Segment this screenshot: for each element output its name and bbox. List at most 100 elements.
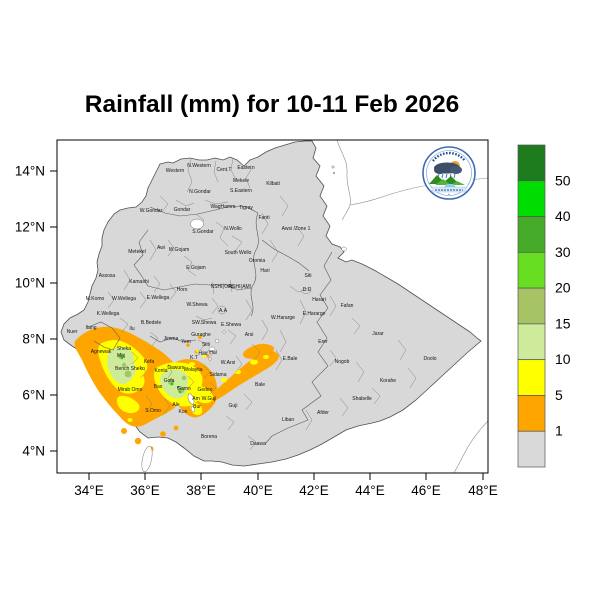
legend-value: 5 [555, 387, 563, 403]
mountains-icon [429, 175, 465, 185]
legend-band [517, 430, 546, 468]
x-tick-label: 46°E [411, 483, 440, 498]
legend-band [517, 323, 546, 361]
region-label: Gofa [164, 378, 175, 384]
region-label: Tigray [239, 205, 253, 211]
region-label: Mirab Omo [118, 387, 143, 393]
region-label: Awsi /Zone 1 [282, 226, 311, 232]
legend-band [517, 287, 546, 325]
x-tick-label: 42°E [299, 483, 328, 498]
region-label: W.Shewa [186, 302, 207, 308]
legend-value: 30 [555, 244, 571, 260]
region-label: Siti [305, 273, 312, 279]
region-label: S.Omo [145, 408, 161, 414]
region-label: Wolayita [183, 367, 202, 373]
x-tick-label: 38°E [186, 483, 215, 498]
region-label: M.Komo [86, 296, 105, 302]
legend-band [517, 251, 546, 289]
region-label: Guji [229, 403, 238, 409]
legend-value: 15 [555, 315, 571, 331]
region-label: Harari [312, 297, 326, 303]
region-label: Gamo [177, 386, 191, 392]
region-label: Kefa [144, 359, 155, 365]
region-label: Nuer [67, 329, 78, 335]
region-label: Oromia [249, 258, 266, 264]
region-label: Shabelle [352, 396, 372, 402]
region-label: Ilu [129, 326, 135, 332]
region-label: E.Gojam [186, 265, 205, 271]
regional-borders [87, 205, 333, 445]
map-frame [56, 139, 489, 474]
region-label: E.Hararge [303, 311, 326, 317]
region-label: A.A [219, 308, 228, 314]
x-tick-label: 40°E [243, 483, 272, 498]
legend-band [517, 216, 546, 253]
legend-value: 50 [555, 172, 571, 188]
region-label: Itang [85, 325, 96, 331]
region-label: Kamashi [129, 279, 148, 285]
y-tick-label: 14°N [15, 164, 45, 179]
region-label: Cent.T [216, 167, 231, 173]
cloud-icon [434, 162, 462, 174]
region-label: Had [198, 351, 207, 357]
region-label: Afder [317, 410, 329, 416]
region-label: W.Hararge [271, 315, 295, 321]
region-label: Sheka [117, 346, 131, 352]
region-label: Liban [282, 417, 294, 423]
region-label: Korahe [380, 378, 396, 384]
region-label: S.Gondar [192, 229, 214, 235]
region-label: Hari [260, 268, 269, 274]
ethiopian-meteorology-institute-logo [422, 146, 476, 200]
lake-turkana [141, 445, 153, 473]
region-label: S.Eastern [230, 188, 252, 194]
legend-band [517, 395, 546, 432]
region-label: Ale [172, 402, 179, 408]
logo-banner [431, 186, 467, 193]
region-label: Kon [179, 409, 188, 415]
region-label: NSHI(OR) [211, 284, 234, 290]
legend-band [517, 359, 546, 396]
region-label: Awi [157, 245, 165, 251]
region-label: Agnewak [91, 349, 112, 355]
region-label: E.Shewa [221, 322, 241, 328]
y-tick-label: 12°N [15, 220, 45, 235]
region-label: W.Wellega [112, 296, 136, 302]
region-label: Hal [209, 350, 217, 356]
region-label: Metekel [128, 249, 146, 255]
legend-labels: 50 40 30 20 15 10 5 1 [555, 172, 571, 438]
legend: 50 40 30 20 15 10 5 1 [517, 144, 571, 468]
addis-ababa-ring [217, 305, 227, 315]
region-label: K.T [190, 355, 198, 361]
region-label: W.Arsi [221, 360, 235, 366]
island-dot [331, 165, 335, 169]
region-label: Daawa [250, 441, 266, 447]
lake-tana [190, 218, 204, 230]
region-label: D.D [303, 287, 312, 293]
region-label: Sidama [210, 372, 227, 378]
region-label: South Wello [225, 250, 252, 256]
page-title: Rainfall (mm) for 10-11 Feb 2026 [85, 91, 459, 118]
region-label: Fafan [341, 303, 354, 309]
x-tick-label: 48°E [468, 483, 497, 498]
region-label: Bas [154, 384, 163, 390]
region-label: B.Bedele [141, 320, 162, 326]
region-label: Bur [193, 404, 201, 410]
y-tick-label: 8°N [22, 332, 45, 347]
zone-borders [107, 157, 417, 451]
legend-colorbar [517, 144, 546, 468]
region-label: Borena [201, 434, 217, 440]
y-tick-label: 4°N [22, 444, 45, 459]
region-label: Jimma [164, 336, 179, 342]
legend-band [517, 180, 546, 217]
region-label: WagHamra [210, 204, 235, 210]
legend-value: 1 [555, 423, 563, 439]
region-label: E.Bale [283, 356, 298, 362]
region-label: Am [192, 396, 200, 402]
region-label: E.Wellega [147, 295, 170, 301]
region-label: W.Gondar [140, 208, 163, 214]
legend-value: 10 [555, 351, 571, 367]
x-tick-label: 34°E [74, 483, 103, 498]
rain-icon [437, 173, 456, 179]
